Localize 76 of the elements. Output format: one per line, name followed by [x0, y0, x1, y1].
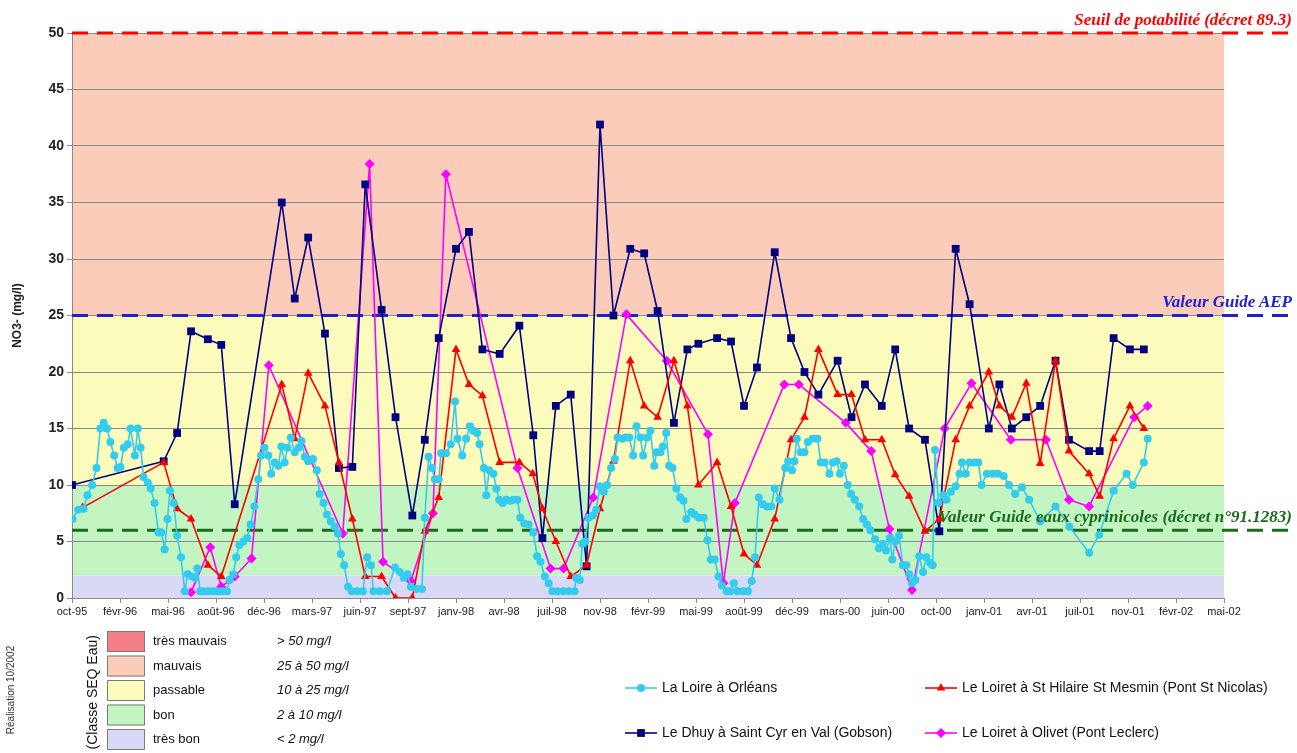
- x-tick-label: déc-99: [775, 604, 809, 617]
- y-tick-label: 50: [48, 23, 65, 40]
- legend-title: (Classe SEQ Eau): [83, 635, 100, 750]
- y-tick-label: 5: [56, 532, 65, 549]
- x-tick-label: août-96: [197, 604, 235, 617]
- point: [621, 309, 632, 320]
- y-tick-label: 10: [48, 475, 65, 492]
- y-tick-label: 45: [48, 80, 65, 97]
- x-tick-label: déc-96: [247, 604, 281, 617]
- x-tick-label: janv-98: [436, 604, 475, 617]
- y-tick-label: 35: [48, 193, 65, 210]
- x-tick-label: mai-96: [151, 604, 185, 617]
- point: [558, 563, 569, 574]
- y-tick-label: 30: [48, 249, 65, 266]
- y-axis-title: NO3- (mg/l): [9, 283, 24, 348]
- point: [440, 169, 451, 180]
- x-tick-label: juin-97: [342, 604, 377, 617]
- y-tick-label: 20: [48, 362, 65, 379]
- x-tick-label: mars-97: [291, 604, 333, 617]
- point: [378, 556, 389, 567]
- point: [840, 417, 851, 428]
- legend-label: mauvais: [153, 657, 202, 673]
- legend-label: passable: [153, 682, 206, 698]
- text: 2 à 10 mg/l: [276, 706, 343, 722]
- text: < 2 mg/l: [277, 731, 325, 747]
- x-tick-label: oct-00: [920, 604, 952, 617]
- x-tick-label: janv-01: [964, 604, 1003, 617]
- legend-label: bon: [153, 706, 175, 722]
- x-tick-label: juil-01: [1064, 604, 1095, 617]
- text: Réalisation 10/2002: [4, 645, 16, 735]
- y-tick-label: 25: [48, 306, 65, 323]
- x-tick-label: août-99: [725, 604, 763, 617]
- point: [512, 463, 523, 474]
- legend-label: Le Dhuy à Saint Cyr en Val (Gobson): [662, 723, 893, 740]
- x-tick-label: mai-02: [1207, 604, 1241, 617]
- text: 10 à 25 mg/l: [277, 682, 350, 698]
- x-tick-label: mars-00: [819, 604, 861, 617]
- point: [364, 159, 375, 170]
- x-tick-label: oct-95: [56, 604, 88, 617]
- text: très mauvais: [153, 633, 228, 649]
- x-tick-label: févr-96: [102, 604, 138, 617]
- point: [884, 524, 895, 535]
- point: [205, 542, 216, 553]
- legend-label: Le Loiret à Olivet (Pont Leclerc): [962, 723, 1159, 740]
- legend-label: très bon: [153, 731, 200, 747]
- y-tick-label: 40: [48, 136, 65, 153]
- legend-label: Le Loiret à St Hilaire St Mesmin (Pont St Nicolas): [962, 678, 1268, 695]
- x-tick-label: avr-98: [488, 604, 520, 617]
- point: [263, 360, 274, 371]
- text: > 50 mg/l: [277, 633, 332, 649]
- point: [1142, 400, 1153, 411]
- x-tick-label: avr-01: [1016, 604, 1048, 617]
- point: [1063, 494, 1074, 505]
- point: [966, 378, 977, 389]
- y-tick-label: 15: [48, 419, 65, 436]
- text: 25 à 50 mg/l: [276, 657, 350, 673]
- ref-line-label: Valeur Guide AEP: [1162, 292, 1293, 312]
- y-tick-label: 0: [56, 588, 65, 605]
- point: [703, 429, 713, 440]
- x-tick-label: févr-02: [1158, 604, 1194, 617]
- point: [246, 553, 257, 564]
- x-tick-label: mai-99: [679, 604, 713, 617]
- point: [545, 563, 556, 574]
- x-tick-label: sept-97: [389, 604, 427, 617]
- point: [793, 379, 804, 390]
- x-tick-label: nov-01: [1111, 604, 1145, 617]
- point: [779, 379, 790, 390]
- ref-line-label: Seuil de potabilité (décret 89.3): [1074, 9, 1292, 29]
- legend-label: La Loire à Orléans: [662, 678, 778, 695]
- x-tick-label: juil-98: [536, 604, 567, 617]
- x-tick-label: févr-99: [630, 604, 666, 617]
- point: [588, 492, 599, 503]
- x-tick-label: nov-98: [583, 604, 617, 617]
- point: [1005, 434, 1016, 445]
- point: [866, 446, 877, 457]
- x-tick-label: juin-00: [870, 604, 905, 617]
